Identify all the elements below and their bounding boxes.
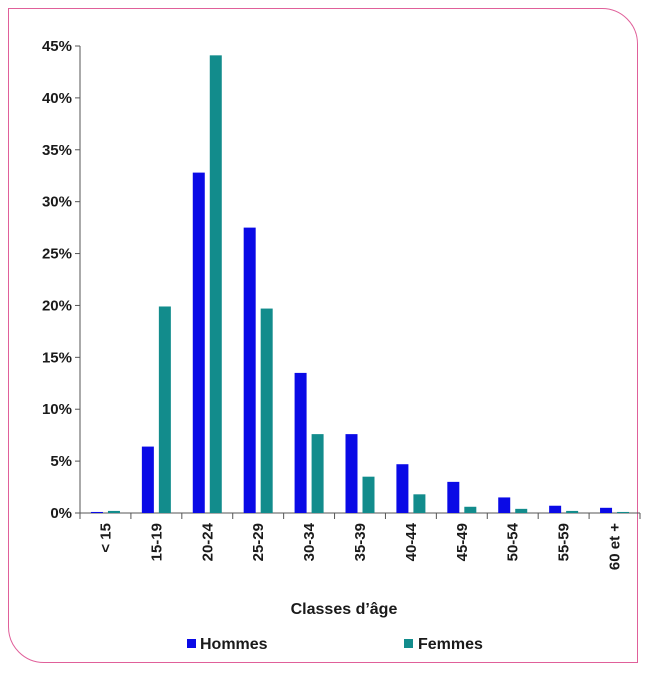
- bar-femmes-2: [209, 55, 222, 514]
- x-tick-label: 15-19: [148, 523, 165, 561]
- bar-hommes-3: [243, 227, 256, 513]
- bar-hommes-6: [396, 464, 409, 513]
- y-tick-label: 35%: [42, 142, 72, 159]
- legend-label-hommes: Hommes: [200, 636, 268, 653]
- bar-hommes-9: [549, 505, 562, 513]
- x-tick-label: 55-59: [556, 523, 573, 561]
- y-tick-label: 30%: [42, 194, 72, 211]
- bar-femmes-10: [617, 511, 630, 513]
- bar-femmes-8: [515, 508, 528, 513]
- legend-label-femmes: Femmes: [418, 636, 483, 653]
- legend-swatch-femmes: [404, 639, 413, 648]
- x-tick-label: 35-39: [352, 523, 369, 561]
- bar-hommes-8: [498, 497, 511, 513]
- x-tick-label: 45-49: [454, 523, 471, 561]
- y-tick-label: 5%: [50, 453, 72, 470]
- x-tick-label: 30-34: [301, 522, 318, 561]
- x-tick-label: 20-24: [199, 522, 216, 561]
- bar-femmes-7: [464, 506, 477, 513]
- y-tick-label: 45%: [42, 38, 72, 55]
- y-tick-label: 10%: [42, 401, 72, 418]
- bar-hommes-10: [600, 507, 613, 513]
- bar-hommes-1: [141, 446, 154, 513]
- bar-hommes-0: [90, 511, 103, 513]
- x-tick-label: 60 et +: [607, 523, 624, 570]
- bar-hommes-7: [447, 481, 460, 513]
- x-tick-label: 50-54: [505, 522, 522, 561]
- x-axis: < 15 15-19 20-24 25-29 30-34 35-39 40-44 45-49 5…: [79, 512, 641, 570]
- bar-hommes-4: [294, 372, 307, 513]
- bar-femmes-0: [107, 510, 120, 513]
- bar-femmes-9: [566, 510, 579, 513]
- chart-frame: [8, 8, 638, 663]
- x-tick-label: 25-29: [250, 523, 267, 561]
- x-tick-label: < 15: [97, 523, 114, 553]
- x-axis-title: Classes d’âge: [291, 601, 398, 618]
- legend: Hommes Femmes: [187, 636, 483, 653]
- y-tick-label: 15%: [42, 349, 72, 366]
- bar-hommes-5: [345, 434, 358, 513]
- y-axis: 0% 5% 10% 15% 20% 25% 30% 35% 40% 45%: [42, 38, 81, 522]
- y-tick-label: 40%: [42, 90, 72, 107]
- bar-femmes-6: [413, 494, 426, 513]
- y-tick-label: 20%: [42, 297, 72, 314]
- bar-femmes-4: [311, 434, 324, 513]
- y-tick-label: 25%: [42, 246, 72, 263]
- y-tick-label: 0%: [50, 505, 72, 522]
- bar-femmes-1: [158, 306, 171, 513]
- bar-femmes-3: [260, 308, 273, 513]
- x-tick-label: 40-44: [403, 522, 420, 561]
- bar-hommes-2: [192, 172, 205, 513]
- bar-femmes-5: [362, 476, 375, 513]
- bars: [90, 55, 630, 514]
- legend-swatch-hommes: [187, 639, 196, 648]
